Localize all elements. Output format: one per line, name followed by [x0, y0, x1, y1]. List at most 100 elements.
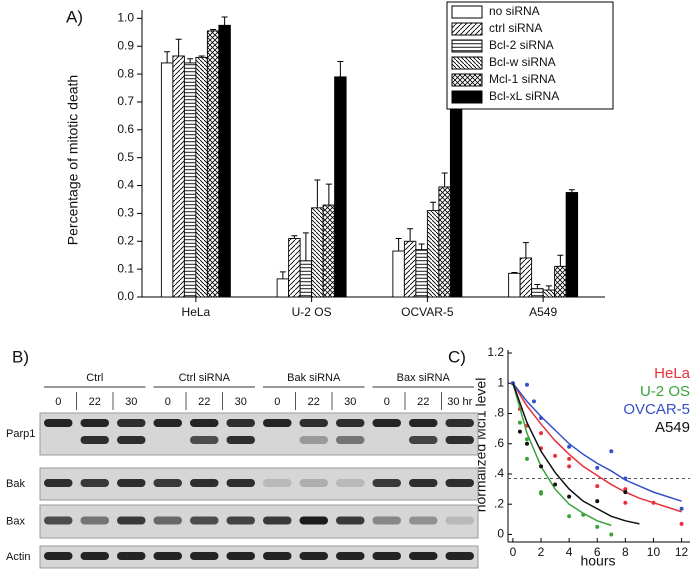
data-point [651, 500, 656, 505]
x-tick-label: 12 [675, 545, 689, 559]
error-bar [314, 179, 321, 208]
band [190, 419, 219, 427]
bar [426, 210, 440, 298]
band [190, 436, 219, 444]
band [263, 516, 292, 525]
band [190, 479, 219, 487]
error-bar [164, 51, 171, 63]
lane-label: 22 [308, 396, 320, 408]
y-tick-label: 0.4 [117, 178, 134, 192]
data-point [581, 512, 586, 517]
legend-label: A549 [655, 419, 690, 436]
lane-label: 0 [384, 396, 390, 408]
bar [415, 249, 428, 298]
data-point [567, 464, 572, 469]
error-bar [325, 183, 332, 206]
legend-swatch [451, 5, 483, 19]
bar [206, 30, 220, 298]
data-point [609, 532, 614, 537]
x-tick-label: 8 [622, 545, 629, 559]
group-label: Ctrl [86, 372, 103, 384]
data-point [567, 456, 572, 461]
band [226, 479, 255, 487]
lane-label: 22 [89, 396, 101, 408]
band [409, 436, 438, 444]
band [299, 419, 328, 427]
data-point [517, 429, 522, 434]
error-bar [430, 201, 437, 211]
data-point [623, 490, 628, 495]
error-bar [302, 232, 309, 261]
data-point [679, 506, 684, 511]
data-point [623, 487, 628, 492]
legend-swatch [451, 90, 483, 104]
legend-label: Bcl-w siRNA [489, 55, 556, 69]
band [263, 479, 292, 487]
band [409, 479, 438, 487]
data-point [567, 494, 572, 499]
data-point [609, 449, 614, 454]
band [263, 552, 292, 560]
x-axis-label: hours [580, 553, 615, 569]
data-point [623, 500, 628, 505]
data-point [595, 465, 600, 470]
data-point [553, 482, 558, 487]
band [299, 479, 328, 487]
band [190, 552, 219, 560]
band [372, 552, 401, 560]
legend-label: U-2 OS [640, 383, 690, 400]
bar [531, 288, 544, 298]
x-tick-label: HeLa [182, 305, 211, 319]
y-tick-label: .4 [494, 466, 504, 480]
band [80, 419, 109, 427]
band [409, 419, 438, 427]
legend-swatch [451, 56, 483, 70]
bar [299, 260, 313, 298]
bar [276, 278, 290, 298]
y-tick-label: 0.5 [117, 150, 134, 164]
legend-label: Mcl-1 siRNA [489, 72, 556, 86]
band [445, 552, 474, 560]
x-tick-label: 2 [538, 545, 545, 559]
band [299, 436, 328, 444]
bar [311, 207, 324, 298]
error-bar [534, 283, 541, 289]
y-tick-label: 0.0 [117, 289, 134, 303]
bar [449, 94, 463, 298]
error-bar [511, 271, 518, 274]
band [372, 516, 401, 525]
y-tick-label: 0.1 [117, 261, 134, 275]
y-tick-label: 0.3 [117, 206, 134, 220]
band [44, 479, 73, 487]
band [372, 479, 401, 487]
error-bar [337, 61, 344, 77]
error-bar [441, 172, 448, 187]
band [445, 479, 474, 487]
band [44, 516, 73, 525]
panel-label: C) [448, 347, 466, 366]
legend-label: OVCAR-5 [623, 401, 690, 418]
bar [519, 257, 533, 298]
blot-strip [39, 467, 479, 501]
lane-label: 0 [55, 396, 61, 408]
data-point [539, 431, 544, 436]
fit-line [512, 383, 640, 525]
data-point [524, 382, 529, 387]
row-label: Bax [6, 515, 25, 527]
western-blot: Ctrl Ctrl siRNA Bak siRNA Bax siRNA 0 22 30 0 22… [6, 372, 479, 569]
band [117, 479, 146, 487]
band [117, 552, 146, 560]
bar [288, 238, 301, 298]
y-tick-label: .2 [494, 496, 504, 510]
lane-label: 30 [235, 396, 247, 408]
row-label: Parp1 [6, 428, 35, 440]
error-bar [557, 254, 564, 267]
y-tick-label: 0.7 [117, 94, 134, 108]
bar [195, 56, 208, 298]
x-tick-label: 6 [594, 545, 601, 559]
blot-strip [39, 545, 479, 569]
data-point [553, 453, 558, 458]
bar [334, 76, 347, 298]
bar [218, 24, 231, 298]
lane-label: 30 [125, 396, 137, 408]
